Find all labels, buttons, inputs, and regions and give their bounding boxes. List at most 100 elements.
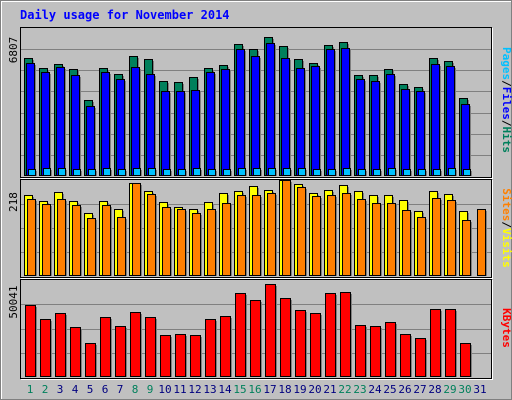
x-tick-label: 17 — [263, 383, 276, 396]
bar-pages — [253, 168, 261, 176]
bar-sites — [132, 183, 141, 276]
bar-sites — [42, 204, 51, 276]
bar-kbytes — [70, 327, 81, 377]
bar-sites — [447, 200, 456, 276]
bar-files — [146, 74, 155, 176]
bar-sites — [72, 205, 81, 276]
bar-files — [356, 79, 365, 176]
bar-sites — [252, 195, 261, 276]
bar-files — [296, 68, 305, 176]
bar-sites — [432, 198, 441, 276]
bar-pages — [43, 168, 51, 176]
bar-kbytes — [325, 293, 336, 377]
bar-kbytes — [445, 309, 456, 377]
bar-pages — [463, 169, 471, 176]
bar-pages — [193, 168, 201, 176]
bar-kbytes — [160, 335, 171, 377]
bar-sites — [147, 194, 156, 276]
bar-sites — [327, 195, 336, 276]
x-tick-label: 19 — [293, 383, 306, 396]
legend-entry: / — [500, 80, 512, 87]
x-tick-label: 31 — [473, 383, 486, 396]
bar-files — [341, 48, 350, 176]
legend-hits: Pages/Files/Hits — [500, 47, 512, 153]
bar-kbytes — [115, 326, 126, 377]
x-tick-label: 28 — [428, 383, 441, 396]
bar-pages — [208, 169, 216, 176]
bar-kbytes — [460, 343, 471, 377]
bar-sites — [57, 199, 66, 276]
y-max-label-visits: 218 — [7, 192, 20, 212]
x-tick-label: 12 — [188, 383, 201, 396]
bar-pages — [58, 168, 66, 176]
bar-sites — [207, 209, 216, 276]
bar-kbytes — [130, 312, 141, 377]
bar-kbytes — [355, 325, 366, 377]
bar-files — [251, 56, 260, 176]
bar-files — [131, 67, 140, 176]
bar-files — [236, 49, 245, 176]
bar-files — [41, 72, 50, 176]
bar-sites — [312, 196, 321, 276]
x-tick-label: 8 — [132, 383, 139, 396]
bar-pages — [418, 169, 426, 176]
bar-kbytes — [370, 326, 381, 377]
x-tick-label: 10 — [158, 383, 171, 396]
x-tick-label: 15 — [233, 383, 246, 396]
bar-sites — [342, 193, 351, 276]
bar-kbytes — [280, 298, 291, 377]
bar-files — [266, 43, 275, 176]
bar-pages — [133, 168, 141, 176]
bar-pages — [298, 168, 306, 176]
bar-files — [176, 91, 185, 176]
bar-pages — [118, 169, 126, 176]
bar-pages — [373, 169, 381, 176]
x-tick-label: 21 — [323, 383, 336, 396]
bar-sites — [402, 210, 411, 276]
legend-entry: Hits — [500, 127, 512, 154]
y-max-label-kbytes: 50041 — [7, 285, 20, 318]
bar-sites — [282, 180, 291, 276]
bar-pages — [313, 169, 321, 176]
x-tick-label: 24 — [368, 383, 382, 396]
bar-sites — [192, 213, 201, 276]
bar-kbytes — [175, 334, 186, 377]
bar-sites — [177, 209, 186, 276]
bar-sites — [27, 199, 36, 276]
x-tick-label: 9 — [147, 383, 154, 396]
bar-files — [161, 91, 170, 176]
bar-sites — [357, 199, 366, 276]
x-tick-label: 20 — [308, 383, 321, 396]
x-tick-label: 11 — [173, 383, 186, 396]
x-tick-label: 1 — [27, 383, 34, 396]
bar-pages — [28, 169, 36, 176]
bar-kbytes — [400, 334, 411, 377]
bar-sites — [162, 207, 171, 276]
legend-entry: KBytes — [500, 308, 512, 348]
legend-entry: Sites — [500, 188, 512, 221]
legend-visits: Sites/Visits — [500, 188, 512, 268]
bar-files — [206, 72, 215, 176]
bar-files — [461, 104, 470, 176]
bar-files — [326, 49, 335, 176]
bar-kbytes — [40, 319, 51, 377]
bar-pages — [343, 168, 351, 176]
bar-files — [416, 91, 425, 176]
x-tick-label: 16 — [248, 383, 261, 396]
bar-kbytes — [385, 322, 396, 377]
bar-sites — [237, 195, 246, 276]
legend-entry: Visits — [500, 228, 512, 268]
bar-pages — [328, 169, 336, 176]
bar-kbytes — [250, 300, 261, 377]
bar-kbytes — [295, 310, 306, 377]
bar-kbytes — [205, 319, 216, 377]
x-tick-label: 18 — [278, 383, 291, 396]
bar-files — [221, 69, 230, 176]
x-tick-label: 22 — [338, 383, 351, 396]
bar-pages — [388, 168, 396, 176]
bar-kbytes — [55, 313, 66, 377]
bar-kbytes — [310, 313, 321, 377]
bar-files — [56, 67, 65, 176]
